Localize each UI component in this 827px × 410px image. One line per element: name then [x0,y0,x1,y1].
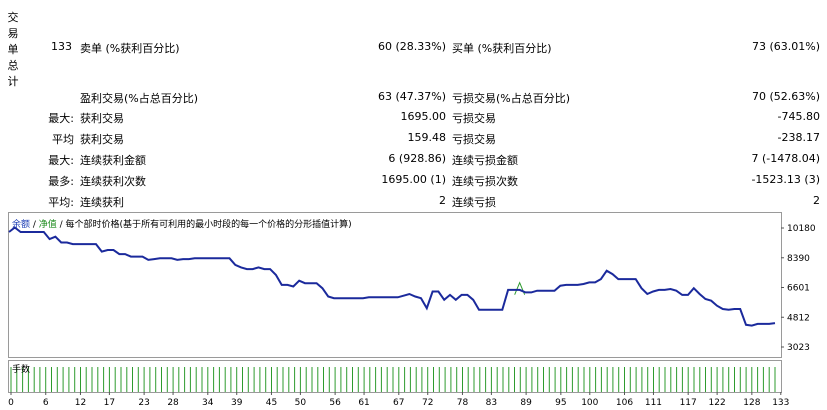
x-tick-label: 83 [486,398,497,408]
x-tick-label: 61 [358,398,369,408]
sell-label: 卖单 (%获利百分比) [80,42,180,55]
x-tick-label: 117 [680,398,697,408]
row-right-label: 亏损交易 [452,112,496,125]
volume-chart [8,360,782,393]
x-tick-label: 78 [457,398,469,408]
x-tick-label: 133 [772,398,789,408]
balance-chart [8,212,782,358]
profit-trades-label: 盈利交易(%占总百分比) [80,92,199,105]
row-prefix: 最大: [48,154,74,167]
y-tick-label: 6601 [787,284,810,294]
row-left-label: 获利交易 [80,133,124,146]
x-tick-label: 6 [43,398,49,408]
x-tick-label: 89 [520,398,532,408]
x-tick-label: 106 [616,398,633,408]
row-prefix: 平均: [48,196,74,209]
y-tick-label: 4812 [787,313,810,323]
row-right-value: -238.17 [777,131,820,144]
x-tick-label: 100 [581,398,598,408]
x-tick-label: 95 [555,398,566,408]
x-tick-label: 28 [167,398,179,408]
y-tick-label: 10180 [787,224,816,234]
equity-marker [514,281,526,295]
row-left-value: 1695.00 [400,110,447,123]
row-left-label: 获利交易 [80,112,124,125]
row-right-value: 7 (-1478.04) [751,152,820,165]
row-left-value: 2 [439,194,446,207]
row-right-value: 2 [813,194,820,207]
loss-trades-label: 亏损交易(%占总百分比) [452,92,571,105]
row-left-label: 连续获利次数 [80,175,146,188]
x-tick-label: 72 [422,398,433,408]
buy-value: 73 (63.01%) [751,40,820,53]
legend-separator: / [30,220,39,230]
summary-title: 交 易 单 总 计 [7,11,19,88]
row-prefix: 最多: [48,175,74,188]
row-prefix: 最大: [48,112,74,125]
x-tick-label: 45 [266,398,277,408]
row-left-value: 6 (928.86) [388,152,446,165]
row-right-label: 连续亏损 [452,196,496,209]
balance-chart-plot [8,226,776,327]
row-left-value: 159.48 [407,131,447,144]
row-right-value: -745.80 [777,110,820,123]
y-tick-label: 8390 [787,254,810,264]
chart-legend: 余额 / 净值 / 每个部时价格(基于所有可利用的最小时段的每一个价格的分形插值… [12,217,352,230]
profit-trades-value: 63 (47.37%) [377,90,446,103]
volume-chart-plot [10,367,776,392]
x-tick-label: 50 [295,398,307,408]
row-left-value: 1695.00 (1) [381,173,446,186]
x-tick-label: 67 [393,398,404,408]
row-left-label: 连续获利金额 [80,154,146,167]
x-tick-label: 34 [202,398,214,408]
volume-label: 手数 [12,365,31,375]
row-prefix: 平均 [52,133,74,146]
legend-equity: 净值 [38,220,57,230]
y-tick-label: 3023 [787,343,810,353]
row-right-value: -1523.13 (3) [751,173,820,186]
row-right-label: 亏损交易 [452,133,496,146]
x-tick-label: 0 [8,398,14,408]
x-tick-label: 12 [75,398,86,408]
legend-balance: 余额 [12,220,31,230]
x-tick-label: 128 [743,398,760,408]
row-right-label: 连续亏损次数 [452,175,518,188]
x-tick-label: 111 [645,398,662,408]
buy-label: 买单 (%获利百分比) [452,42,552,55]
x-tick-label: 23 [138,398,149,408]
legend-description: / 每个部时价格(基于所有可利用的最小时段的每一个价格的分形插值计算) [56,220,352,230]
balance-line [8,226,776,327]
x-tick-label: 17 [104,398,115,408]
sell-value: 60 (28.33%) [377,40,446,53]
loss-trades-value: 70 (52.63%) [751,90,820,103]
x-tick-label: 56 [329,398,341,408]
x-tick-label: 39 [231,398,243,408]
row-left-label: 连续获利 [80,196,124,209]
x-tick-label: 122 [709,398,726,408]
total-trades-value: 133 [51,40,72,53]
row-right-label: 连续亏损金额 [452,154,518,167]
